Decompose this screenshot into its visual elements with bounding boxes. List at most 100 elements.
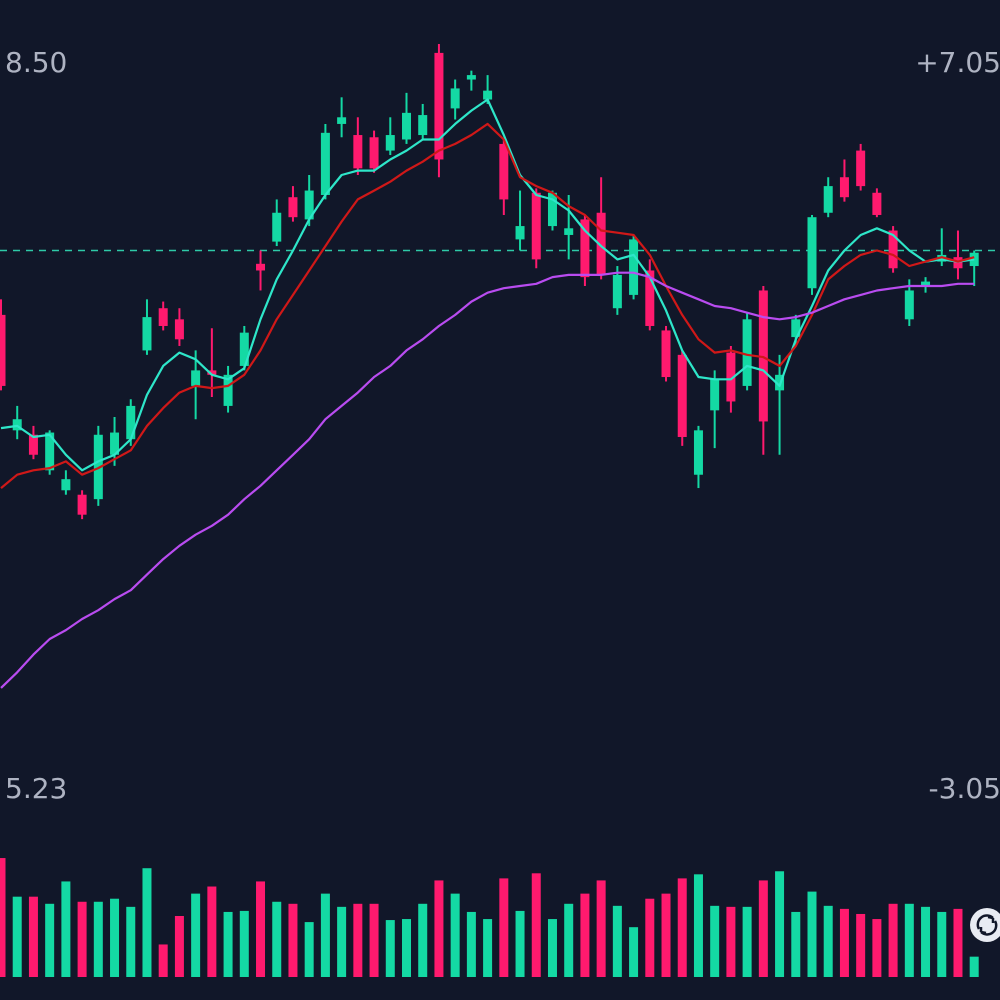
volume-bar <box>547 919 557 977</box>
volume-bar <box>223 911 233 977</box>
volume-bar <box>921 906 931 977</box>
volume-bar <box>661 893 671 977</box>
candle-body <box>839 177 849 198</box>
candle-body <box>515 226 525 240</box>
candle-body <box>223 374 233 406</box>
candle-body <box>791 319 801 338</box>
candle-body <box>872 192 882 215</box>
candle-body <box>499 143 509 200</box>
candle-body <box>0 314 6 386</box>
candle-body <box>256 263 266 271</box>
candle-body <box>353 135 363 169</box>
candle-body <box>77 494 87 515</box>
candle-body <box>807 217 817 289</box>
volume-bar <box>564 903 574 977</box>
y-tick-label: 5.23 <box>5 772 67 805</box>
moving-average-line <box>0 271 975 689</box>
candle-body <box>710 379 720 411</box>
volume-bar <box>142 868 152 977</box>
candle-body <box>158 308 168 326</box>
volume-bar <box>110 898 120 977</box>
y-tick-label: 8.50 <box>5 46 67 79</box>
candle-body <box>888 230 898 269</box>
volume-bar <box>353 903 363 977</box>
volume-bar <box>126 906 136 977</box>
volume-bar <box>612 905 622 977</box>
volume-bar <box>239 910 249 977</box>
volume-bar <box>775 871 785 977</box>
plot-area: 8.50 5.23 +7.05 -3.05 <box>0 44 1000 977</box>
volume-bar <box>337 906 347 977</box>
volume-bar <box>28 896 38 977</box>
candle-body <box>677 354 687 437</box>
candle-body <box>45 432 55 471</box>
candle-body <box>288 197 298 218</box>
volume-bar <box>402 919 411 977</box>
candle-body <box>856 150 866 187</box>
candle-body <box>823 186 833 213</box>
volume-bar <box>61 881 71 977</box>
candle-body <box>904 290 914 320</box>
candle-body <box>775 374 785 391</box>
volume-bar <box>823 905 833 977</box>
candle-body <box>921 281 931 287</box>
volume-bar <box>645 898 655 977</box>
volume-bar <box>0 858 6 977</box>
candle-body <box>547 192 557 227</box>
candle-body <box>434 52 444 160</box>
candle-body <box>645 270 655 326</box>
candle-body <box>564 228 574 235</box>
volume-bar <box>726 906 736 977</box>
volume-bar <box>904 903 914 977</box>
candle-body <box>272 212 282 242</box>
volume-bar <box>483 919 493 977</box>
candle-body <box>531 192 541 260</box>
candle-body <box>466 75 476 80</box>
candle-body <box>239 332 249 366</box>
volume-bar <box>320 893 330 977</box>
volume-bar <box>856 913 866 977</box>
volume-bar <box>450 893 460 977</box>
candle-body <box>385 135 395 151</box>
candle-body <box>61 479 71 491</box>
volume-bar <box>937 911 947 977</box>
candle-body <box>28 434 38 455</box>
candle-body <box>12 419 22 431</box>
moving-average-line <box>0 122 975 489</box>
volume-bar <box>969 956 979 977</box>
candle-body <box>337 117 347 124</box>
volume-bar <box>45 903 55 977</box>
rotate-icon[interactable] <box>970 908 1000 942</box>
volume-bar <box>207 886 217 977</box>
volume-bar <box>515 910 525 977</box>
volume-bar <box>369 903 379 977</box>
volume-bar <box>304 922 314 977</box>
candle-body <box>596 212 606 275</box>
volume-bar <box>12 896 22 977</box>
volume-bar <box>742 906 752 977</box>
candle-body <box>661 330 671 378</box>
y2-tick-label: +7.05 <box>915 46 1000 79</box>
y2-tick-label: -3.05 <box>929 772 1000 805</box>
candle-body <box>402 112 411 140</box>
candle-body <box>369 137 379 169</box>
volume-bar <box>288 903 298 977</box>
volume-bar <box>93 901 103 977</box>
candle-body <box>758 290 768 422</box>
volume-bar <box>77 901 87 977</box>
volume-bar <box>710 905 720 977</box>
volume-bar <box>158 944 168 977</box>
candle-body <box>726 352 736 402</box>
candle-body <box>580 219 590 278</box>
volume-bar <box>758 880 768 977</box>
candle-body <box>304 190 314 220</box>
volume-bar <box>580 893 590 977</box>
volume-bar <box>693 874 703 977</box>
volume-bar <box>888 903 898 977</box>
candle-body <box>483 90 493 100</box>
candle-body <box>629 239 639 295</box>
candle-body <box>142 317 152 351</box>
candle-body <box>110 432 120 455</box>
